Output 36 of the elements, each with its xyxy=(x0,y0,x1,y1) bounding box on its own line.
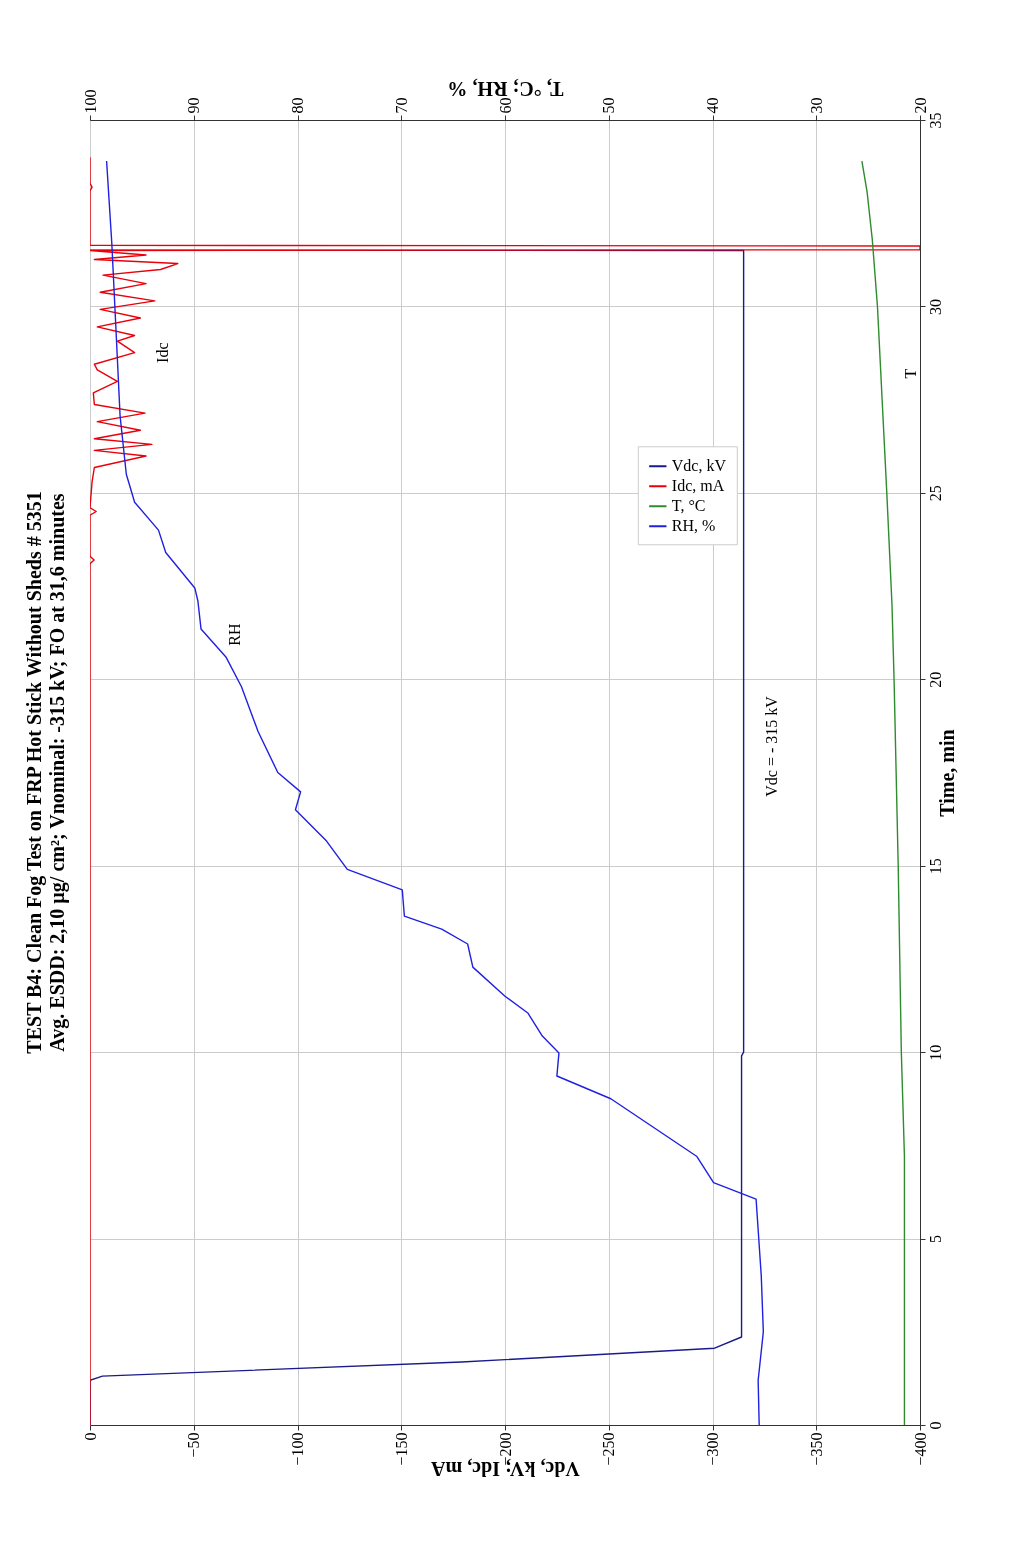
annotation: Vdc = - 315 kV xyxy=(762,695,780,797)
y-tick-label: 15 xyxy=(926,858,944,875)
x-tick-label: −150 xyxy=(392,1432,410,1466)
legend-label: T, °C xyxy=(671,497,706,515)
y-tick-label: 5 xyxy=(926,1235,944,1244)
x2-tick-label: 40 xyxy=(704,97,721,114)
text: Avg. ESDD: 2,10 µg/ cm²; Vnominal: -315 kV; FO at 31,6 minutes xyxy=(46,493,69,1052)
x-tick-label: −100 xyxy=(289,1432,306,1466)
x-tick-label: −50 xyxy=(185,1432,203,1458)
x2-tick-label: 90 xyxy=(185,97,203,114)
y-tick-label: 0 xyxy=(926,1421,944,1430)
annotation: Idc xyxy=(153,342,171,363)
y-tick-label: 20 xyxy=(926,671,944,688)
text: TEST B4: Clean Fog Test on FRP Hot Stick Without Sheds # 5351 xyxy=(23,491,46,1054)
legend-label: RH, % xyxy=(671,517,716,535)
x2-tick-label: 30 xyxy=(807,97,825,114)
x2-tick-label: 50 xyxy=(600,97,618,114)
x2-tick-label: 60 xyxy=(496,97,514,114)
y-axis-title: Time, min xyxy=(935,729,958,817)
x-tick-label: −400 xyxy=(911,1432,929,1466)
x2-tick-label: 100 xyxy=(81,89,99,114)
x2-tick-label: 80 xyxy=(289,97,306,114)
x-tick-label: −250 xyxy=(600,1432,618,1466)
legend-label: Idc, mA xyxy=(671,477,725,495)
x2-tick-label: 70 xyxy=(392,97,410,114)
annotation: T xyxy=(902,368,920,379)
y-tick-label: 10 xyxy=(926,1044,944,1061)
x-tick-label: 0 xyxy=(81,1432,99,1441)
x-tick-label: −350 xyxy=(807,1432,825,1466)
y-tick-label: 25 xyxy=(926,485,944,502)
legend-label: Vdc, kV xyxy=(671,457,727,475)
annotation: RH xyxy=(226,622,244,646)
x2-tick-label: 20 xyxy=(911,97,929,114)
y-tick-label: 35 xyxy=(926,112,944,129)
x-tick-label: −300 xyxy=(704,1432,721,1466)
y-tick-label: 30 xyxy=(926,298,944,315)
